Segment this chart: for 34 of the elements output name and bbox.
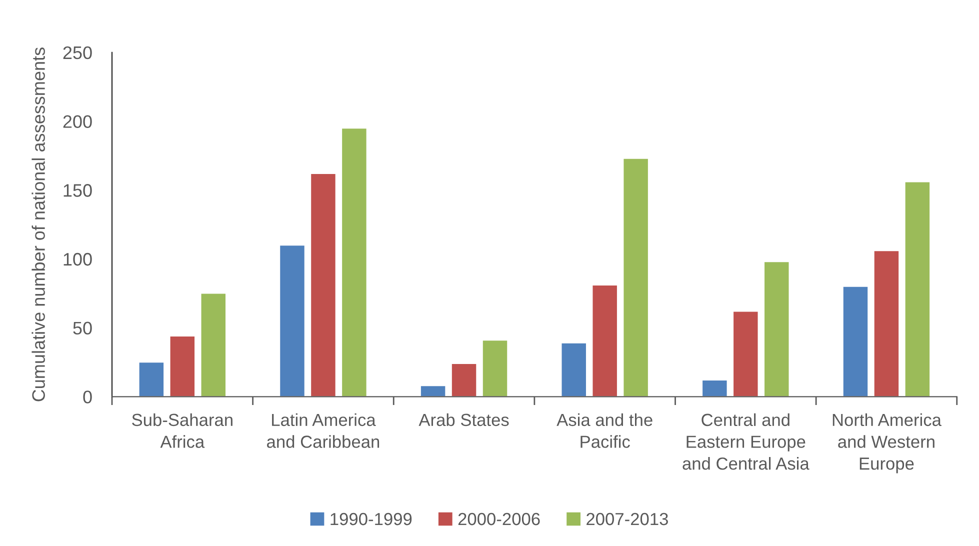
bar xyxy=(622,158,649,397)
y-tick-label: 150 xyxy=(64,184,92,197)
bar xyxy=(842,286,868,397)
y-tick-label: 100 xyxy=(64,252,92,266)
x-tick-label: Sub-Saharan Africa xyxy=(132,413,232,448)
legend-label: 2007-2013 xyxy=(586,512,668,526)
y-tick-label: 250 xyxy=(63,46,92,60)
x-tick-label: Central and Eastern Europe and Central Asia xyxy=(682,413,810,470)
bar xyxy=(310,173,336,397)
bar xyxy=(341,128,368,397)
x-tick-label: North America and Western Europe xyxy=(832,413,942,474)
y-tick-label: 0 xyxy=(83,390,92,404)
bar xyxy=(874,250,900,397)
legend-label: 1990-1999 xyxy=(330,512,412,526)
x-tick-label: Asia and the Pacific xyxy=(556,413,652,448)
y-tick-label: 50 xyxy=(73,322,92,335)
bar xyxy=(560,342,587,397)
bar xyxy=(592,284,618,397)
bar xyxy=(138,362,164,397)
y-tick-label: 200 xyxy=(63,115,92,128)
bar xyxy=(904,181,930,397)
y-axis-title: Cumulative number of national assessments xyxy=(32,48,45,402)
x-tick-label: Arab States xyxy=(418,413,509,426)
x-tick-label: Latin America and Caribbean xyxy=(267,413,380,448)
bar xyxy=(200,292,226,397)
bar xyxy=(279,244,306,397)
bar xyxy=(764,261,790,397)
bar xyxy=(482,340,508,397)
bar xyxy=(451,363,477,397)
bar xyxy=(702,380,728,397)
legend-label: 2000-2006 xyxy=(458,512,540,526)
bar xyxy=(169,336,196,397)
bar xyxy=(732,310,759,397)
bar xyxy=(420,385,446,397)
